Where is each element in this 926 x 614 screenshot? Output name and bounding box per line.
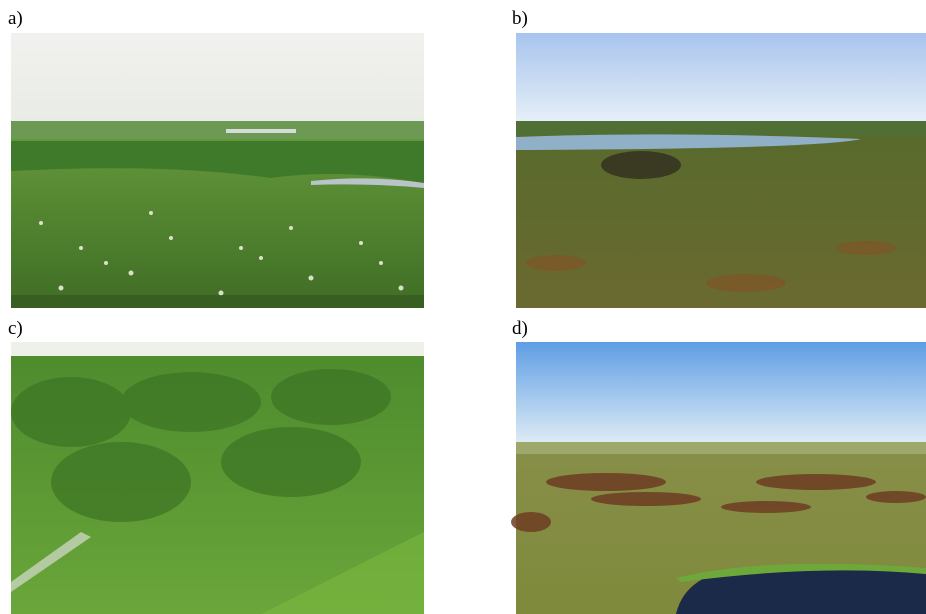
panel-label: b) xyxy=(512,8,528,29)
photo xyxy=(11,33,424,308)
photo xyxy=(11,342,424,614)
panel-label: c) xyxy=(8,318,23,339)
panel-label: a) xyxy=(8,8,23,29)
panel-label: d) xyxy=(512,318,528,339)
photo xyxy=(516,33,926,308)
photo xyxy=(511,342,926,614)
